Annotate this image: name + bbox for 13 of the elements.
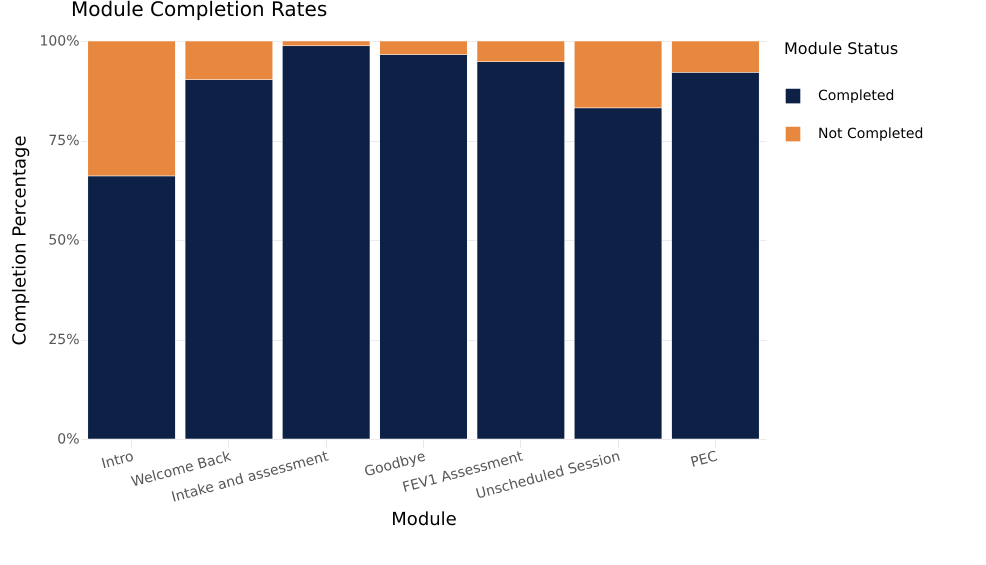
- y-axis-title: Completion Percentage: [9, 135, 30, 346]
- y-tick-label: 100%: [39, 34, 80, 50]
- x-tick-label: PEC: [688, 448, 720, 471]
- y-tick-label: 50%: [48, 232, 80, 248]
- y-tick-label: 0%: [57, 432, 80, 448]
- y-tick-label: 75%: [48, 133, 80, 149]
- legend-label: Not Completed: [818, 126, 924, 142]
- x-axis-title: Module: [391, 508, 457, 530]
- y-tick-label: 25%: [48, 332, 80, 348]
- legend-label: Completed: [818, 88, 894, 104]
- legend-title: Module Status: [784, 39, 898, 58]
- x-tick-label: Intro: [100, 448, 136, 472]
- chart-title: Module Completion Rates: [70, 0, 328, 21]
